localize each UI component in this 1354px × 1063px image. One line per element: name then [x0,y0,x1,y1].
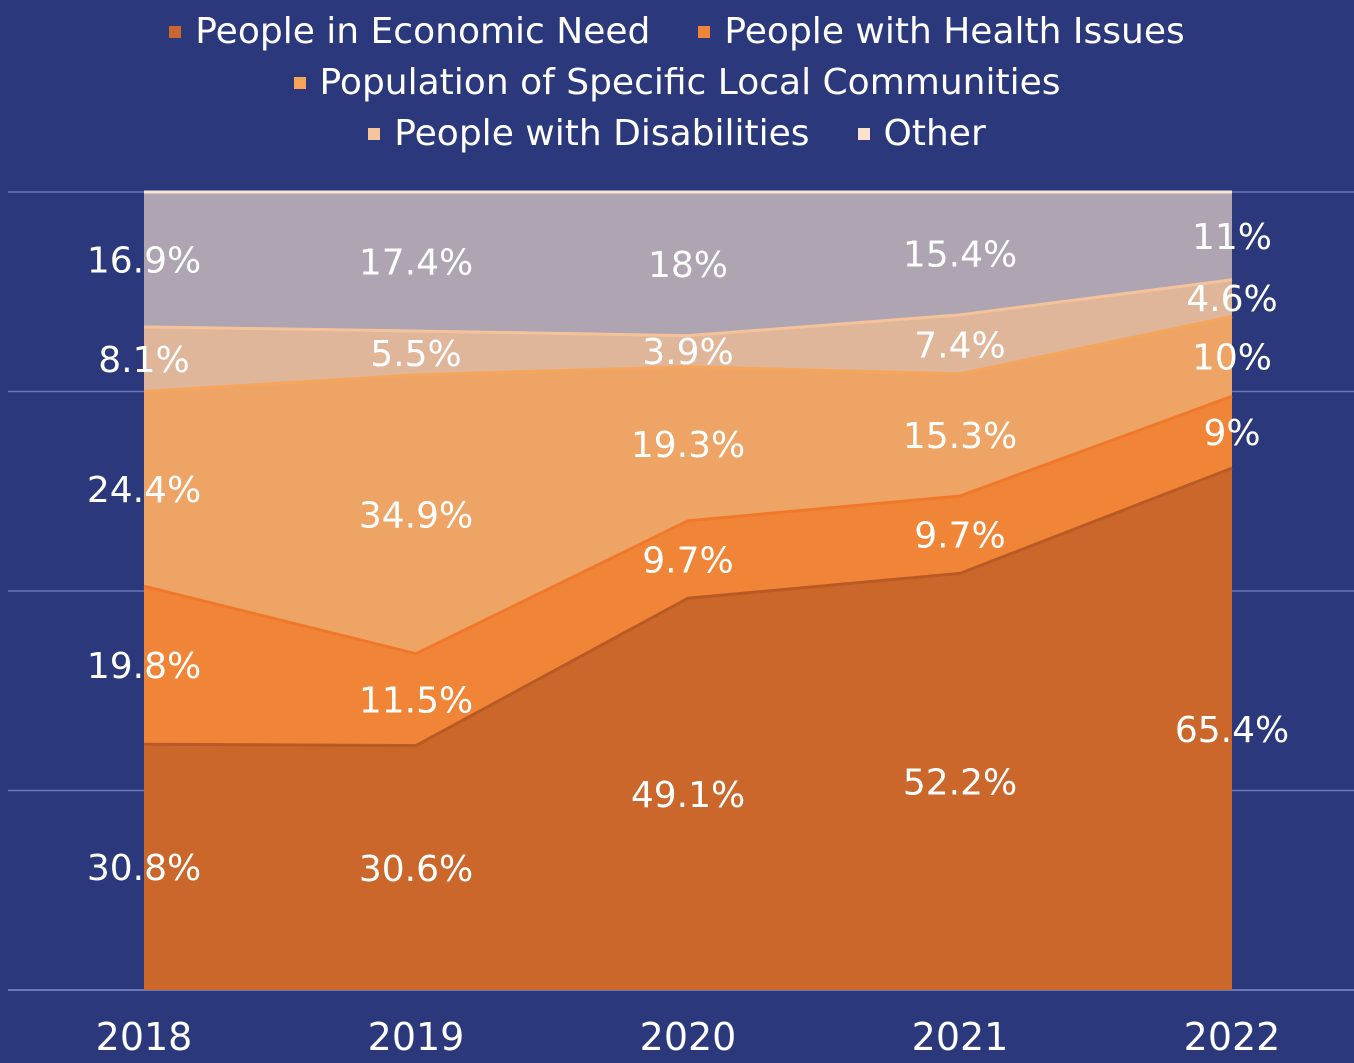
legend-item-local-communities: Population of Specific Local Communities [293,62,1061,103]
legend-row-3: People with Disabilities Other [0,114,1354,153]
data-label: 16.9% [87,240,201,281]
series-line [143,466,1233,748]
area-population-of-specific-local-communities [144,316,1232,654]
legend-swatch [857,127,870,140]
legend-item-disabilities: People with Disabilities [368,113,810,154]
area-other [144,192,1232,336]
legend-label: People with Disabilities [394,113,810,154]
legend-item-economic-need: People in Economic Need [169,12,650,51]
data-label: 24.4% [87,470,201,511]
data-label: 30.8% [87,848,201,889]
data-label: 15.4% [903,234,1017,275]
data-label: 4.6% [1186,279,1277,320]
data-label: 9% [1203,413,1260,454]
series-line [143,315,1233,393]
legend-row-1: People in Economic Need People with Heal… [0,12,1354,51]
legend-label: Population of Specific Local Communities [319,62,1061,103]
legend-label: People in Economic Need [195,11,651,52]
legend-item-other: Other [857,113,986,154]
series-line [143,278,1233,338]
legend-swatch [169,25,182,38]
legend-item-health-issues: People with Health Issues [698,11,1185,52]
data-label: 17.4% [359,242,473,283]
data-label: 34.9% [359,495,473,536]
legend-row-2: Population of Specific Local Communities [0,63,1354,102]
x-tick-label: 2020 [640,1015,737,1059]
data-label: 49.1% [631,775,745,816]
legend-label: Other [883,113,986,154]
area-people-with-health-issues [144,396,1232,746]
data-label: 52.2% [903,763,1017,804]
data-label: 3.9% [642,332,733,373]
legend: People in Economic Need People with Heal… [0,12,1354,153]
data-label: 9.7% [914,516,1005,557]
data-label: 65.4% [1175,710,1289,751]
legend-swatch [293,76,306,89]
x-tick-label: 2018 [96,1015,193,1059]
legend-label: People with Health Issues [724,11,1185,52]
data-label: 30.6% [359,849,473,890]
legend-swatch [368,127,381,140]
data-label: 8.1% [98,340,189,381]
data-label: 11.5% [359,681,473,722]
data-label: 9.7% [642,540,733,581]
data-label: 5.5% [370,334,461,375]
data-label: 10% [1192,337,1272,378]
legend-swatch [698,25,711,38]
x-tick-label: 2019 [368,1015,465,1059]
data-label: 18% [648,245,728,286]
x-tick-label: 2021 [912,1015,1009,1059]
data-label: 11% [1192,217,1272,258]
area-people-in-economic-need [144,468,1232,991]
data-label: 7.4% [914,325,1005,366]
data-label: 19.3% [631,425,745,466]
x-tick-label: 2022 [1184,1015,1281,1059]
data-label: 15.3% [903,416,1017,457]
series-line [143,394,1233,656]
data-label: 19.8% [87,646,201,687]
